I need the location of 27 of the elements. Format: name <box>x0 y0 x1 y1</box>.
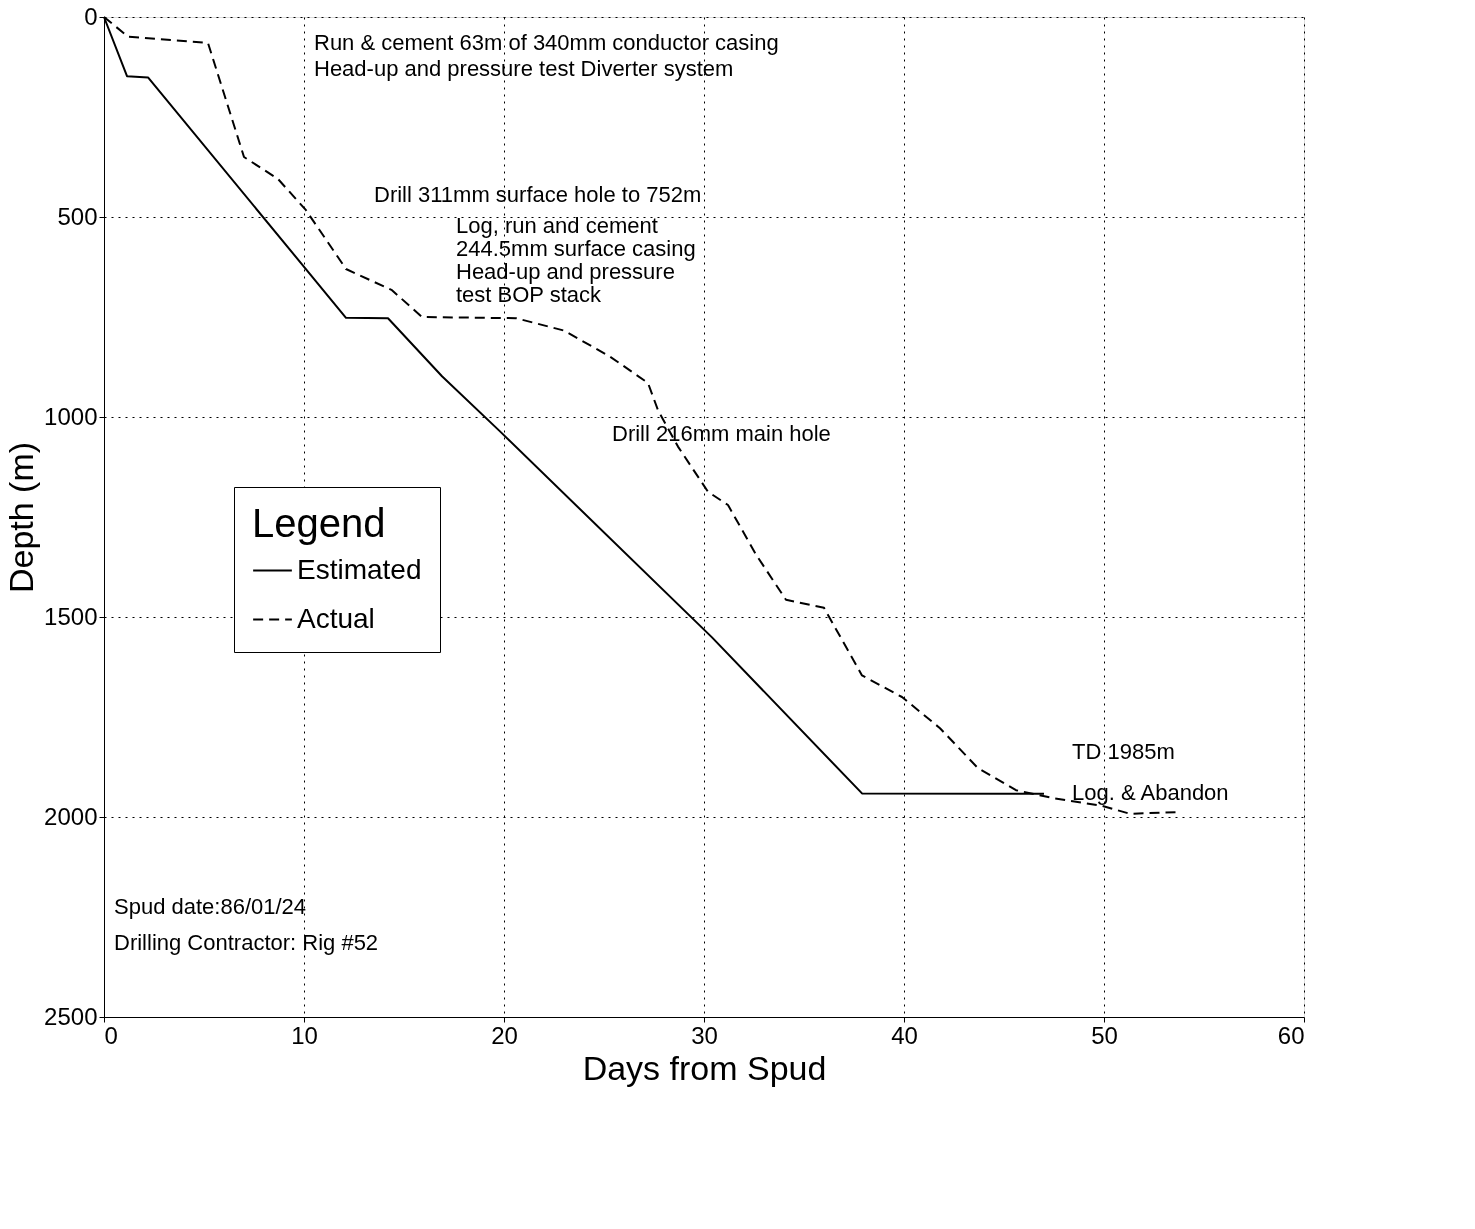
y-tick-label: 2500 <box>44 1002 98 1030</box>
y-tick-label: 1000 <box>44 402 98 430</box>
x-tick-label: 60 <box>1277 1021 1305 1049</box>
legend-label: Actual <box>297 602 375 634</box>
annotation: Head-up and pressure test Diverter system <box>314 56 734 81</box>
y-tick-label: 1500 <box>44 602 98 630</box>
annotation: TD 1985m <box>1072 739 1175 764</box>
annotation: Spud date:86/01/24 <box>114 894 307 919</box>
y-tick-label: 0 <box>84 2 98 30</box>
annotation: Drill 311mm surface hole to 752m <box>374 182 702 207</box>
y-tick-label: 2000 <box>44 802 98 830</box>
x-tick-label: 50 <box>1091 1021 1118 1049</box>
legend-label: Estimated <box>297 553 422 585</box>
x-axis-title: Days from Spud <box>582 1048 827 1087</box>
x-tick-label: 40 <box>891 1021 918 1049</box>
annotation: Log. & Abandon <box>1072 780 1229 805</box>
annotation: Head-up and pressure <box>456 259 675 284</box>
annotation: Run & cement 63m of 340mm conductor casing <box>314 30 779 55</box>
x-tick-label: 20 <box>491 1021 518 1049</box>
annotation: Log, run and cement <box>456 213 658 238</box>
y-tick-label: 500 <box>57 202 98 230</box>
annotation: Drilling Contractor: Rig #52 <box>114 930 379 955</box>
x-tick-label: 30 <box>691 1021 718 1049</box>
y-axis-title: Depth (m) <box>2 441 41 594</box>
legend-title: Legend <box>252 501 386 545</box>
x-tick-label: 0 <box>104 1021 118 1049</box>
x-tick-label: 10 <box>291 1021 318 1049</box>
